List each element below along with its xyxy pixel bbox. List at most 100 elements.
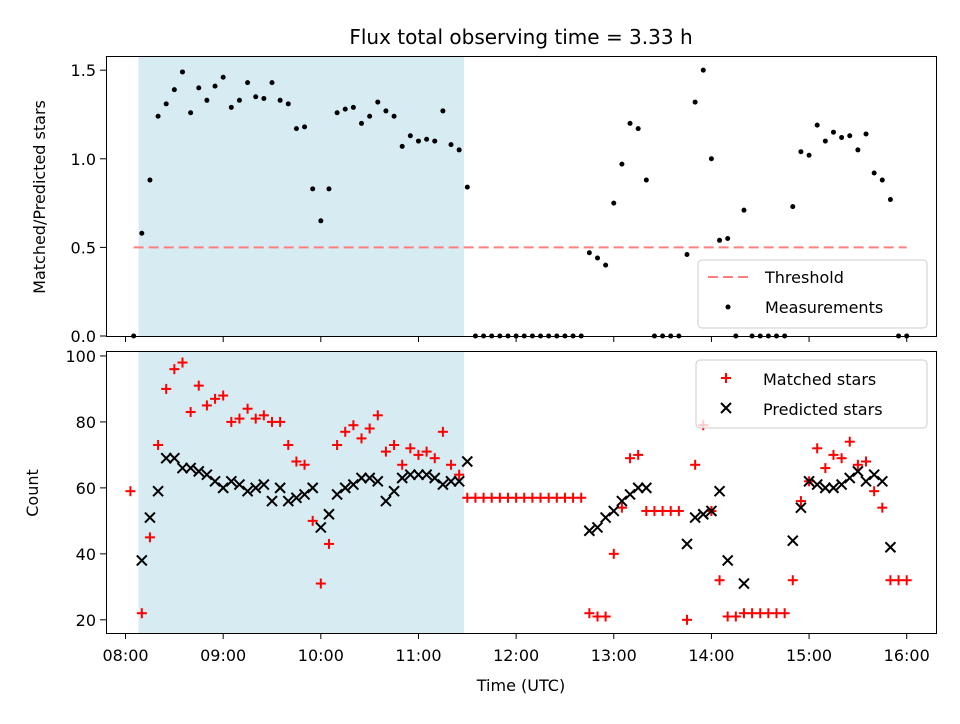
predicted-star-point-8 [201,468,213,481]
measurement-point-87 [839,135,845,141]
measurement-point-10 [212,83,218,89]
matched-star-point-26 [340,426,351,437]
predicted-star-point-40 [461,455,474,468]
bottom-y-tick-label-0: 20 [76,611,96,630]
chart-title: Flux total observing time = 3.33 h [349,25,692,49]
measurement-point-31 [383,108,389,114]
predicted-star-point-54 [721,554,734,567]
predicted-star-point-55 [738,577,750,590]
measurement-point-70 [700,67,706,73]
predicted-star-point-58 [803,475,815,487]
predicted-star-point-17 [274,482,286,494]
predicted-star-point-38 [445,475,457,487]
predicted-star-point-42 [591,521,604,534]
matched-star-point-92 [877,502,888,513]
predicted-star-point-60 [819,482,832,494]
matched-star-point-95 [901,575,912,586]
top-y-axis: 0.0 0.5 1.0 1.5 [71,61,106,346]
predicted-star-point-32 [396,472,408,484]
top-panel: 0.0 0.5 1.0 1.5 Matched/Predicted stars Thr… [30,56,937,346]
x-tick-label-0: 08:00 [102,646,148,665]
predicted-star-point-3 [160,452,172,464]
measurement-point-71 [708,156,714,162]
measurement-point-85 [822,138,828,144]
top-y-tick-label-1: 0.5 [71,238,96,257]
measurement-point-90 [863,131,869,137]
measurement-point-4 [163,101,169,107]
top-y-tick-label-0: 0.0 [71,327,96,346]
top-y-axis-label: Matched/Predicted stars [30,100,49,294]
measurement-point-82 [798,149,804,155]
matched-star-point-18 [275,416,286,427]
predicted-star-point-10 [217,482,229,494]
matched-star-point-13 [234,413,245,424]
measurement-point-89 [855,147,861,153]
bottom-y-axis: 20 40 60 80 100 [65,347,106,630]
top-legend-box [697,259,928,329]
legend-predicted-swatch [720,402,732,414]
matched-star-point-10 [210,393,221,404]
measurement-point-22 [310,186,316,192]
measurement-point-35 [415,138,421,144]
matched-star-point-2 [144,532,155,543]
measurement-point-40 [456,147,462,153]
bottom-y-axis-label: Count [23,469,42,517]
matched-star-point-4 [161,383,172,394]
predicted-star-point-20 [298,488,311,501]
predicted-star-point-50 [689,511,701,524]
matched-star-point-12 [226,416,237,427]
predicted-star-point-33 [404,468,417,481]
top-y-tick-label-2: 1.0 [71,150,96,169]
matched-star-point-1 [136,608,147,619]
matched-star-point-28 [356,433,367,444]
predicted-star-point-29 [372,475,384,487]
matched-star-point-22 [307,515,318,526]
predicted-star-point-4 [168,452,181,464]
measurement-point-8 [196,85,202,91]
matched-star-point-3 [153,440,164,450]
measurement-point-34 [407,133,413,139]
measurement-point-18 [277,97,283,103]
bottom-y-tick-label-2: 60 [76,479,96,498]
predicted-star-point-16 [266,495,278,507]
bottom-axes-frame [106,351,937,634]
matched-star-point-59 [608,548,619,559]
measurement-point-83 [806,152,812,158]
matched-star-point-62 [633,449,644,460]
measurement-point-16 [261,96,267,102]
predicted-star-point-39 [453,475,465,487]
measurement-point-91 [871,170,877,176]
measurement-point-32 [391,113,397,119]
x-tick-label-5: 13:00 [591,646,637,665]
measurement-point-12 [228,104,234,110]
matched-star-point-31 [380,446,391,457]
measurement-point-11 [220,74,226,80]
measurement-point-69 [692,99,698,105]
legend-threshold-label: Threshold [764,268,844,287]
matched-star-point-23 [315,578,326,589]
measurement-point-24 [326,186,332,192]
matched-star-point-89 [852,459,863,470]
matched-star-point-29 [364,423,375,434]
predicted-star-point-19 [290,492,303,504]
measurement-point-81 [790,204,796,210]
predicted-star-point-1 [144,511,156,524]
matched-star-point-68 [682,614,692,625]
predicted-star-point-62 [835,478,848,491]
predicted-stars-series [136,452,897,590]
predicted-star-point-12 [233,478,246,491]
matched-star-point-80 [779,608,790,619]
measurement-point-36 [424,136,430,142]
measurement-point-7 [188,110,194,116]
matched-star-point-7 [185,407,196,418]
predicted-star-point-5 [176,462,189,474]
top-legend: Threshold Measurements [697,259,928,329]
matched-star-point-61 [625,453,636,464]
predicted-star-point-68 [884,541,897,553]
predicted-star-point-23 [323,508,335,520]
predicted-star-point-52 [705,505,718,517]
measurement-point-15 [253,94,259,100]
matched-star-point-72 [714,575,725,586]
measurement-point-27 [350,104,356,110]
predicted-star-point-64 [852,465,864,478]
